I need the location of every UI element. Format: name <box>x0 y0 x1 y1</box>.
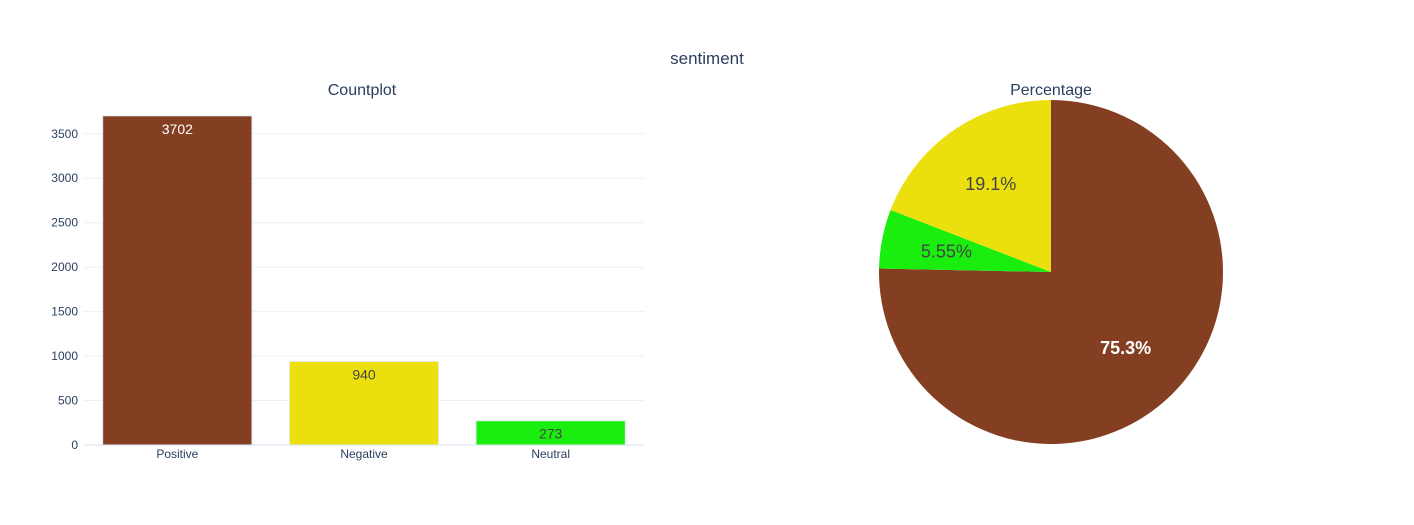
bar-data-label: 3702 <box>162 121 193 137</box>
pie-percent-label: 19.1% <box>965 174 1016 194</box>
bar-x-axis: Positive Negative Neutral <box>156 447 570 461</box>
pie-slice-neutral <box>879 209 1051 272</box>
pie-chart-title: Percentage <box>1010 82 1092 99</box>
bar-data-labels: 3702 940 273 <box>162 121 563 442</box>
pie-slice-negative <box>890 100 1051 272</box>
bar-positive <box>102 115 253 446</box>
pie-percent-label: 5.55% <box>921 241 972 261</box>
pie-labels: 75.3% 5.55% 19.1% <box>921 174 1151 358</box>
x-tick-label: Positive <box>156 447 198 461</box>
y-tick-label: 3000 <box>51 171 78 185</box>
bar-data-label: 940 <box>352 366 376 382</box>
y-tick-label: 2000 <box>51 260 78 274</box>
y-tick-label: 1500 <box>51 305 78 319</box>
y-tick-label: 500 <box>58 394 78 408</box>
bar-chart-title: Countplot <box>328 82 397 99</box>
figure-title: sentiment <box>670 49 744 68</box>
bar-neutral <box>475 420 626 446</box>
x-tick-label: Neutral <box>531 447 570 461</box>
bar-negative <box>288 360 440 446</box>
y-tick-label: 0 <box>71 438 78 452</box>
bar-data-label: 273 <box>539 426 563 442</box>
x-tick-label: Negative <box>340 447 388 461</box>
y-tick-label: 1000 <box>51 349 78 363</box>
bar-chart: Countplot 0 500 1000 1500 2000 2500 3000 3500 3… <box>51 82 644 461</box>
y-tick-label: 3500 <box>51 127 78 141</box>
y-tick-label: 2500 <box>51 216 78 230</box>
bar-y-axis: 0 500 1000 1500 2000 2500 3000 3500 <box>51 127 78 452</box>
pie-percent-label: 75.3% <box>1100 338 1151 358</box>
bar-series <box>102 115 626 446</box>
pie-chart: Percentage 75.3% 5.55% 19.1% <box>879 82 1223 444</box>
pie-slices <box>879 100 1223 444</box>
